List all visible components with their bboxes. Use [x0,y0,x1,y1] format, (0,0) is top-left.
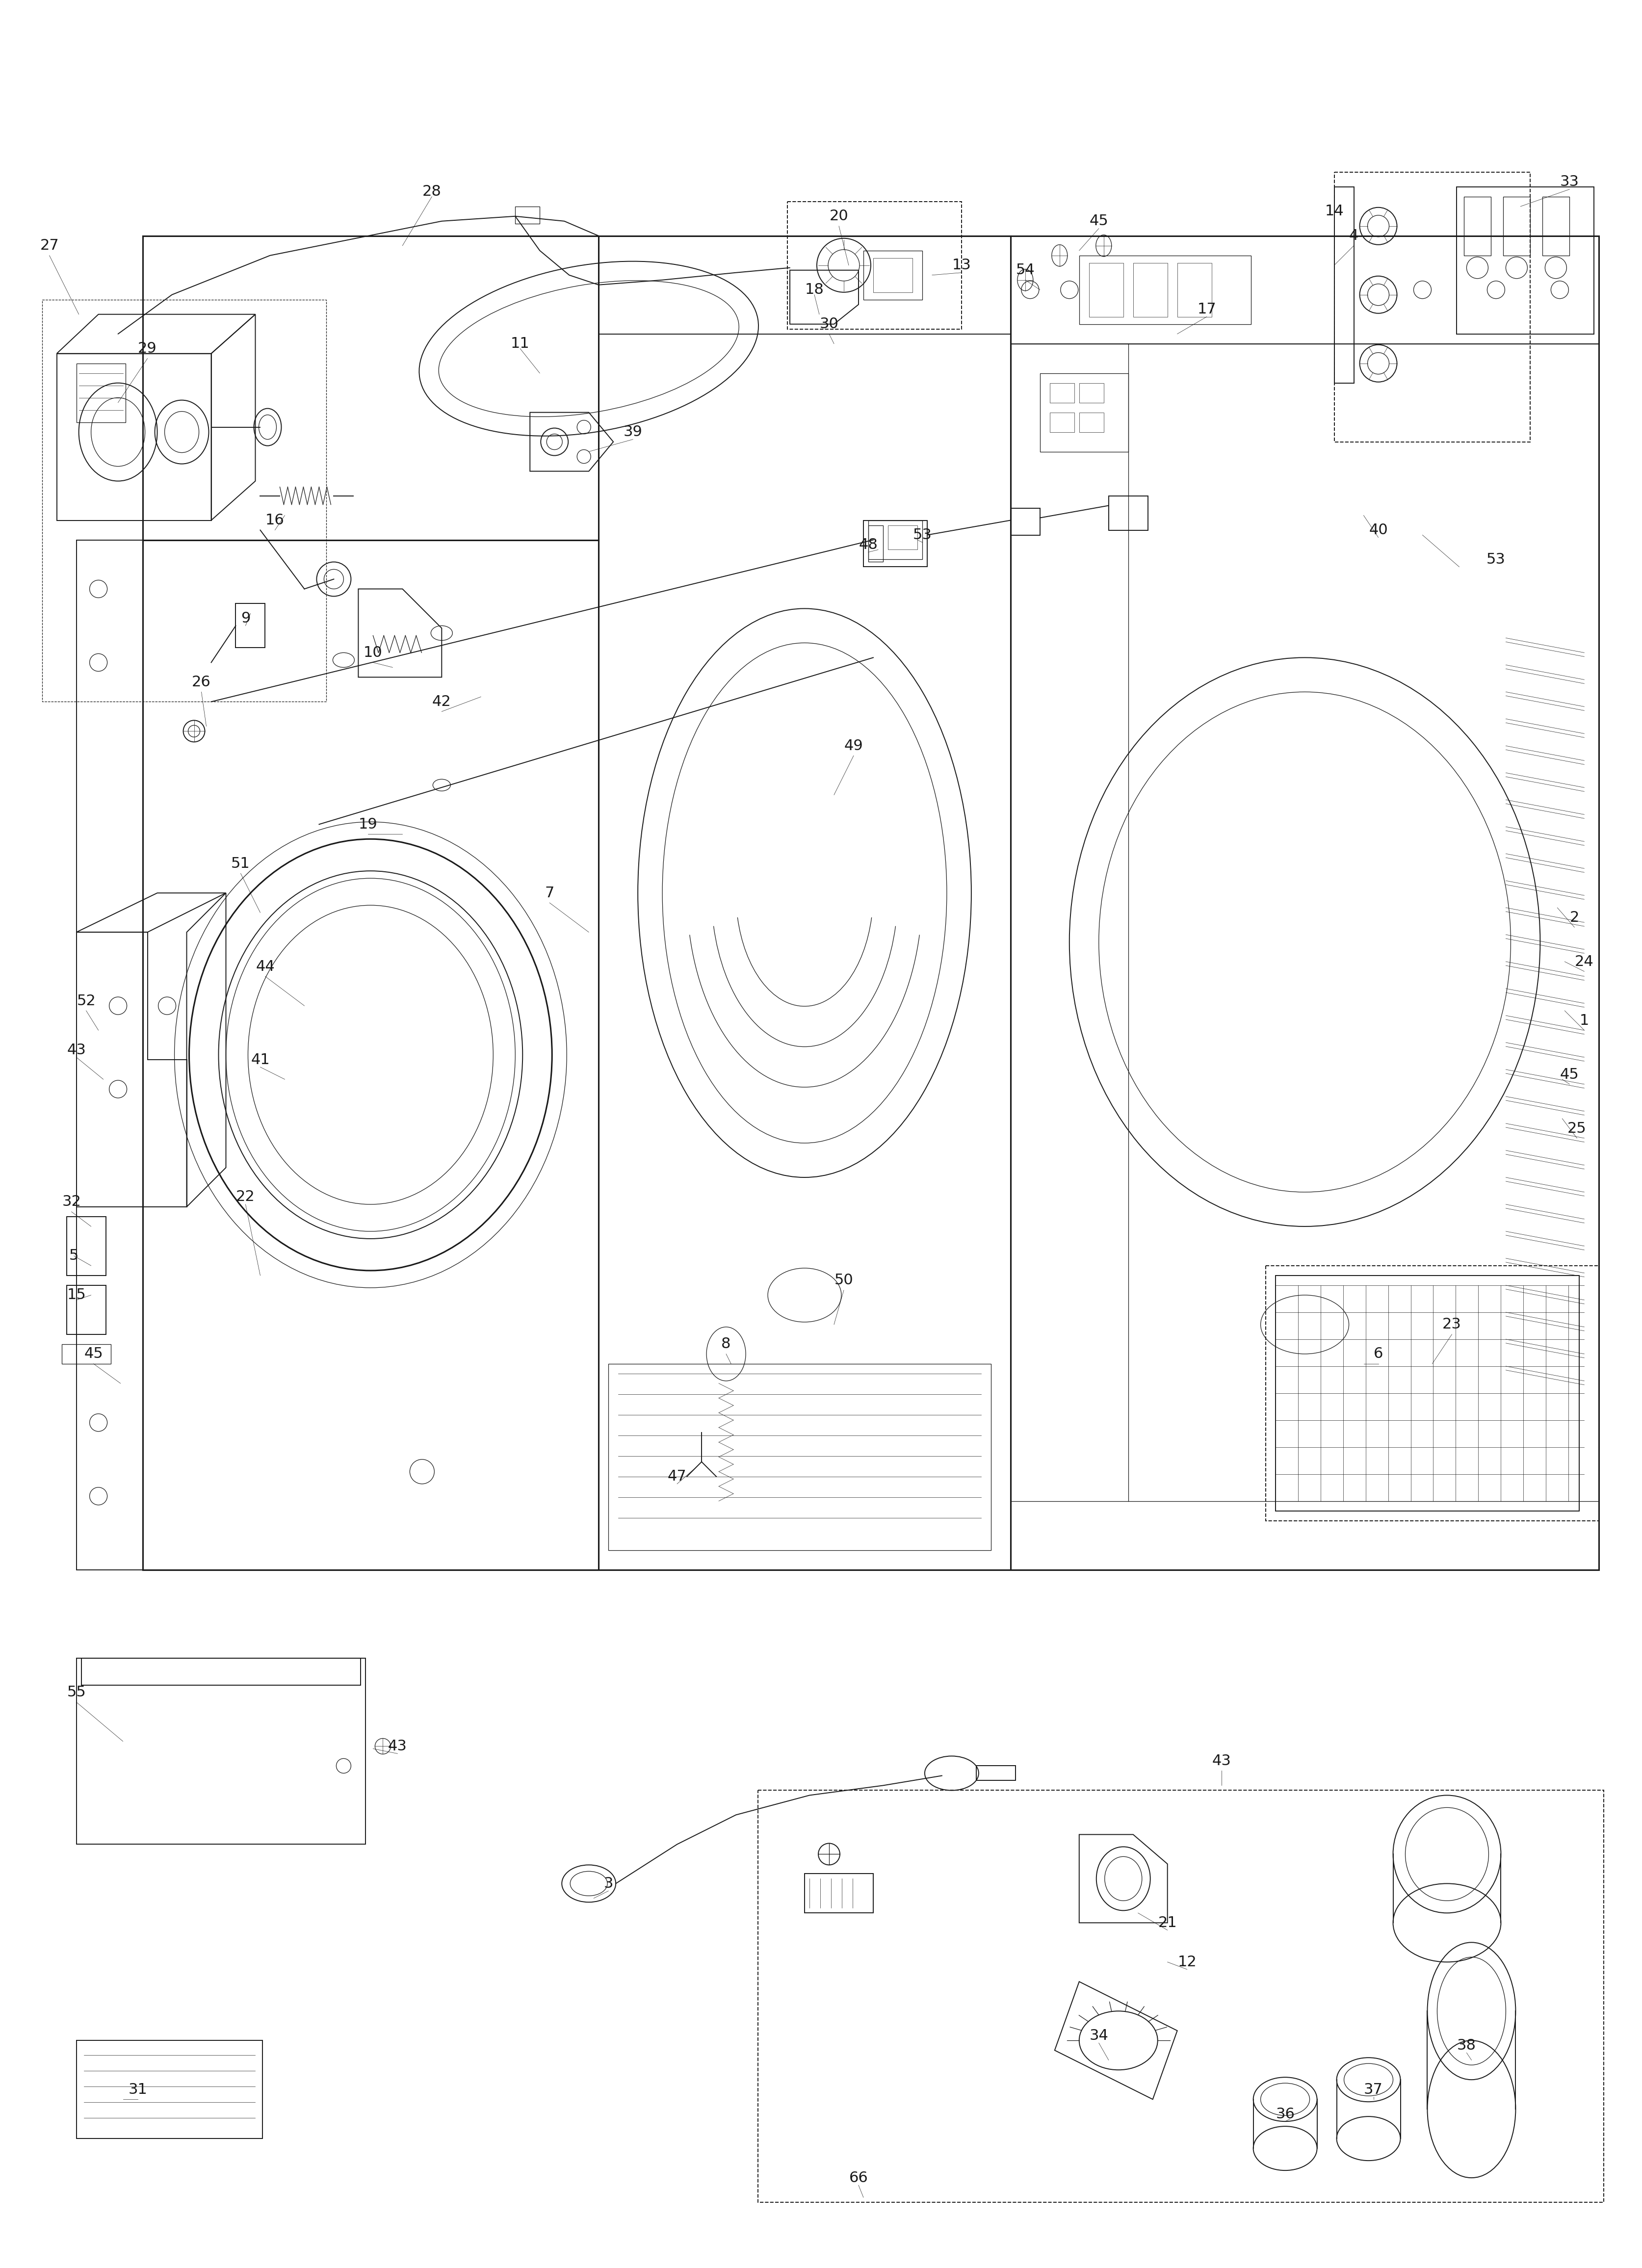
Bar [1089,263,1123,318]
Text: 43: 43 [388,1740,407,1753]
Bar [516,206,540,225]
Text: 45: 45 [84,1347,103,1361]
Text: 66: 66 [849,2170,867,2184]
Text: 14: 14 [1325,204,1343,218]
Text: 8: 8 [721,1338,731,1352]
Bar [598,236,1010,333]
Bar [608,1363,990,1549]
Bar [1177,263,1212,318]
Text: 34: 34 [1089,2028,1108,2043]
Bar [1049,413,1074,431]
Text: 21: 21 [1158,1916,1177,1930]
Bar [1456,186,1594,333]
Text: 53: 53 [1486,553,1506,567]
Text: 54: 54 [1015,263,1034,277]
Text: 17: 17 [1197,302,1215,318]
Text: 7: 7 [545,887,553,900]
Text: 27: 27 [39,238,59,252]
Text: 52: 52 [77,993,95,1007]
Bar [76,2041,263,2139]
Text: 31: 31 [128,2082,148,2096]
Bar [1502,197,1530,256]
Text: 29: 29 [138,342,158,356]
Bar [869,519,923,560]
Bar [76,1658,366,1844]
Text: 47: 47 [667,1470,686,1483]
Text: 42: 42 [432,694,452,710]
Text: 55: 55 [67,1685,85,1699]
Bar [874,259,913,293]
Text: 24: 24 [1575,955,1593,968]
Bar [888,526,918,549]
Text: 4: 4 [1348,229,1358,243]
Text: 9: 9 [241,612,250,626]
Bar [1079,256,1251,324]
Text: 20: 20 [829,209,849,222]
Bar [1010,508,1039,535]
Text: 39: 39 [624,424,642,440]
Bar [975,1767,1015,1780]
Text: 37: 37 [1363,2082,1383,2096]
Text: 32: 32 [62,1195,80,1209]
Bar [1542,197,1570,256]
Bar [62,1345,110,1363]
Bar [1039,374,1128,451]
Bar [864,519,926,567]
Bar [1079,383,1103,404]
Bar [76,540,143,1569]
Text: 26: 26 [192,676,210,689]
Text: 3: 3 [604,1876,612,1892]
Text: 15: 15 [67,1288,85,1302]
Text: 43: 43 [67,1043,85,1057]
Bar [1010,236,1599,345]
Text: 22: 22 [236,1191,255,1204]
Bar [1108,497,1148,531]
Text: 53: 53 [913,528,931,542]
Bar [1463,197,1491,256]
Bar [1049,383,1074,404]
Text: 16: 16 [266,513,284,528]
Bar [76,363,125,422]
Bar [1079,413,1103,431]
Text: 1: 1 [1580,1014,1588,1027]
Text: 25: 25 [1566,1120,1586,1136]
Text: 30: 30 [819,318,839,331]
Bar [67,1216,105,1275]
Text: 36: 36 [1276,2107,1294,2121]
Bar [805,1873,874,1912]
Text: 11: 11 [511,336,529,352]
Text: 33: 33 [1560,175,1578,188]
Text: 51: 51 [232,857,250,871]
Text: 6: 6 [1373,1347,1383,1361]
Text: 44: 44 [256,959,274,973]
Bar [1274,1275,1580,1510]
Text: 19: 19 [358,816,378,832]
Bar [1133,263,1167,318]
Text: 48: 48 [859,538,877,551]
Text: 38: 38 [1456,2039,1476,2053]
Text: 10: 10 [363,646,383,660]
Text: 2: 2 [1570,909,1578,925]
Text: 45: 45 [1089,213,1108,229]
Text: 41: 41 [251,1052,269,1066]
Text: 40: 40 [1368,524,1387,538]
Bar [67,1286,105,1334]
Text: 45: 45 [1560,1068,1578,1082]
Text: 23: 23 [1442,1318,1461,1331]
Text: 13: 13 [952,259,970,272]
Bar [1333,186,1353,383]
Text: 43: 43 [1212,1753,1230,1769]
Text: 5: 5 [69,1250,79,1263]
Text: 12: 12 [1177,1955,1197,1969]
Bar [864,249,923,299]
Text: 49: 49 [844,739,862,753]
Bar [80,1658,361,1685]
Bar [869,526,883,562]
Text: 18: 18 [805,284,824,297]
Text: 28: 28 [422,184,442,200]
Text: 50: 50 [834,1272,854,1288]
Bar [236,603,264,649]
